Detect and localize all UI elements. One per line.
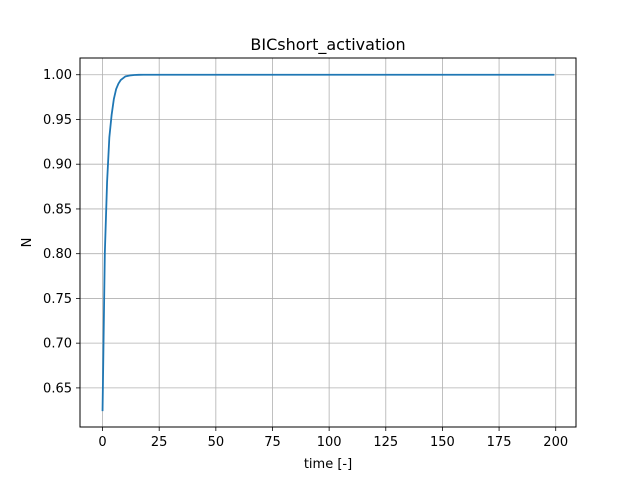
x-tick-label: 175 — [487, 435, 512, 450]
x-axis-ticks: 0 25 50 75 100 125 150 175 200 — [98, 427, 568, 450]
y-tick-label: 0.70 — [43, 337, 72, 352]
grid-lines — [80, 58, 576, 427]
x-tick-label: 200 — [543, 435, 568, 450]
x-tick-label: 125 — [373, 435, 398, 450]
y-tick-label: 0.75 — [43, 292, 72, 307]
x-tick-label: 150 — [430, 435, 455, 450]
x-axis-label: time [-] — [304, 457, 352, 472]
y-tick-label: 0.90 — [43, 158, 72, 173]
y-axis-label: N — [20, 238, 35, 248]
y-tick-label: 0.95 — [43, 113, 72, 128]
x-tick-label: 100 — [317, 435, 342, 450]
y-tick-label: 0.85 — [43, 202, 72, 217]
y-tick-label: 0.65 — [43, 381, 72, 396]
x-tick-label: 0 — [98, 435, 106, 450]
y-tick-label: 1.00 — [43, 68, 72, 83]
chart-title: BICshort_activation — [250, 35, 405, 55]
x-tick-label: 75 — [264, 435, 281, 450]
series-line — [101, 73, 555, 412]
x-tick-label: 50 — [208, 435, 225, 450]
y-axis-ticks: 0.65 0.70 0.75 0.80 0.85 0.90 0.95 1.00 — [43, 68, 80, 396]
series-layer — [101, 73, 555, 412]
plot-frame — [79, 57, 577, 428]
y-tick-label: 0.80 — [43, 247, 72, 262]
x-tick-label: 25 — [151, 435, 168, 450]
plot-area — [80, 58, 576, 427]
